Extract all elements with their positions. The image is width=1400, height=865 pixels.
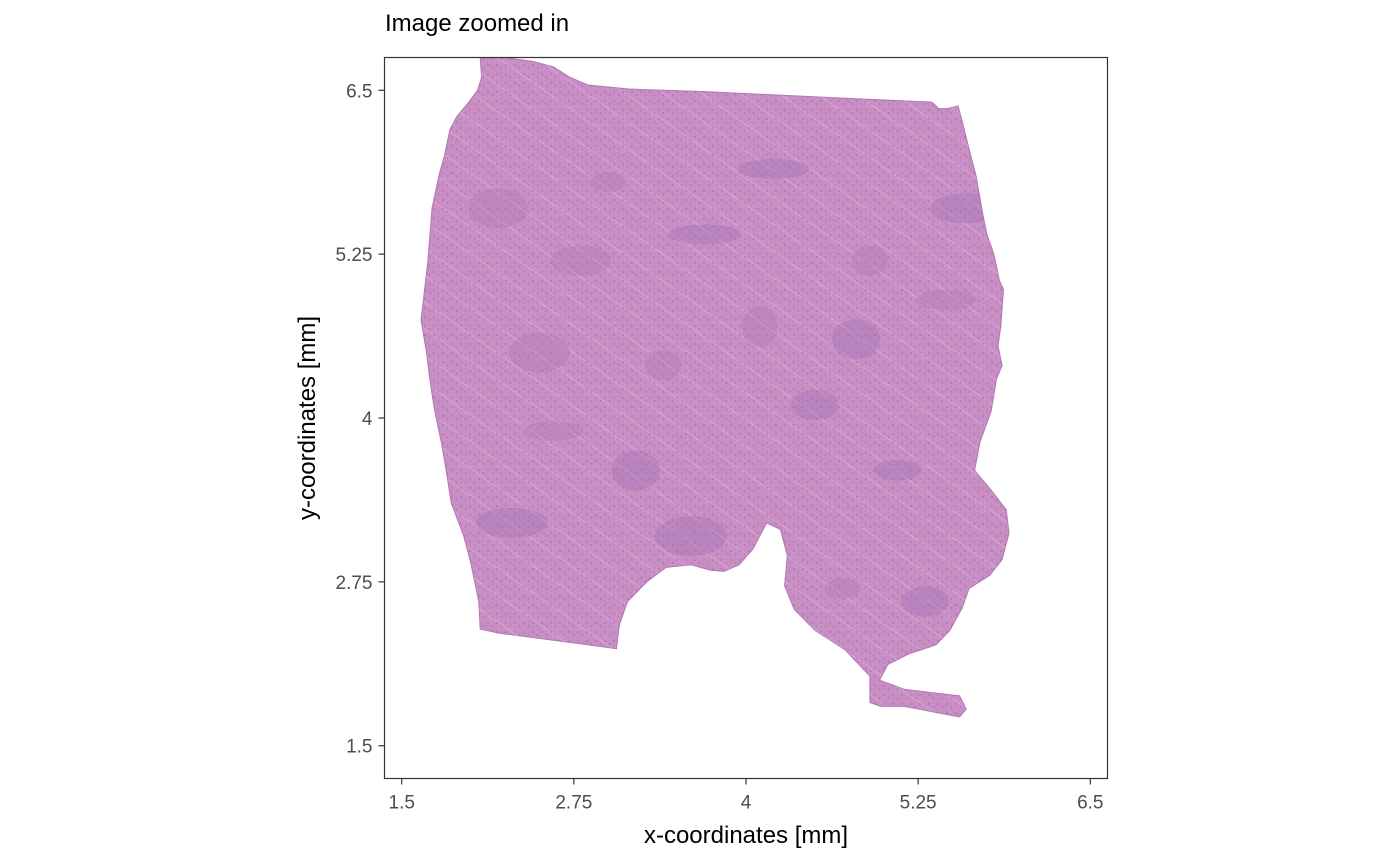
x-tick-label: 1.5 — [389, 793, 415, 814]
stain-spot — [668, 224, 741, 245]
y-tick-label: 6.5 — [346, 81, 372, 102]
stain-spot — [915, 290, 976, 311]
x-axis-title: x-coordinates [mm] — [644, 822, 848, 849]
stain-spot — [790, 389, 839, 420]
stain-spot — [737, 158, 810, 179]
stain-spot — [468, 188, 529, 229]
y-axis-title: y-coordinates [mm] — [294, 316, 321, 520]
stain-spot — [509, 332, 570, 373]
y-axis: 1.5 2.75 4 5.25 6.5 — [336, 81, 385, 758]
stain-spot — [550, 245, 611, 276]
x-tick-label: 2.75 — [555, 793, 592, 814]
x-tick-label: 5.25 — [900, 793, 937, 814]
stain-spot — [654, 515, 727, 556]
x-axis: 1.5 2.75 4 5.25 6.5 — [389, 778, 1103, 814]
stain-spot — [824, 578, 861, 599]
stain-spot — [901, 586, 950, 617]
y-tick-label: 5.25 — [336, 245, 373, 266]
stain-spot — [851, 245, 888, 276]
stain-spot — [930, 193, 1003, 224]
chart-title: Image zoomed in — [385, 10, 570, 37]
tissue-image — [420, 57, 1010, 718]
stain-spot — [645, 350, 682, 381]
stain-spot — [611, 450, 660, 491]
stain-spot — [741, 306, 778, 347]
x-tick-label: 6.5 — [1077, 793, 1103, 814]
y-tick-label: 4 — [362, 409, 373, 430]
stain-spot — [475, 507, 548, 538]
stain-spot — [523, 421, 584, 442]
x-tick-label: 4 — [741, 793, 752, 814]
stain-spot — [590, 172, 627, 193]
stain-spot — [832, 319, 881, 360]
y-tick-label: 2.75 — [336, 573, 373, 594]
stain-spot — [873, 460, 922, 481]
y-tick-label: 1.5 — [346, 737, 372, 758]
